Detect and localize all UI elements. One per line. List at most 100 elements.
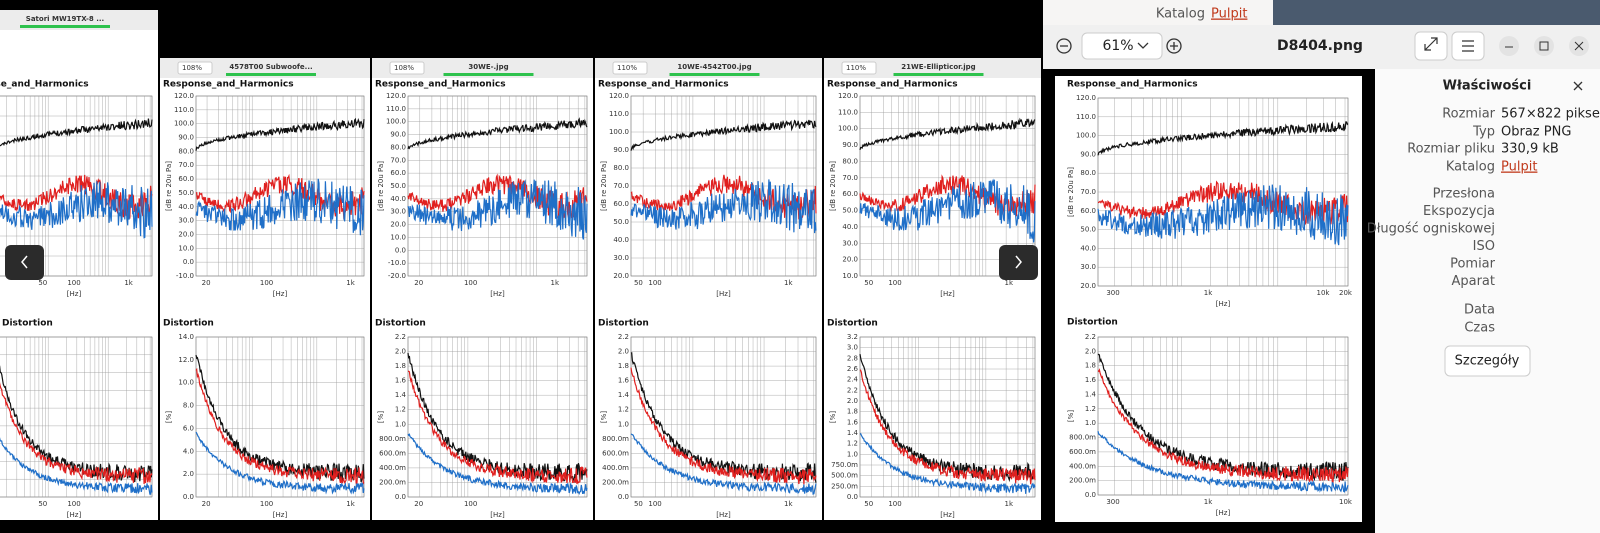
curve [630, 433, 817, 495]
toolbar [160, 58, 370, 78]
x-tick-label: 1k [1004, 500, 1013, 508]
curve [1097, 368, 1349, 484]
y-tick-label: 2.0 [183, 470, 194, 478]
response-title: Response_and_Harmonics [827, 80, 958, 90]
window-title: 30WE-.jpg [468, 63, 508, 71]
y-tick-label: 100.0 [386, 118, 406, 126]
y-tick-label: 110.0 [1076, 113, 1096, 121]
y-tick-label: 100.0 [609, 128, 629, 136]
x-unit: [Hz] [273, 511, 288, 519]
viewer-title: D8404.png [1277, 38, 1363, 54]
zoom-in[interactable] [1166, 38, 1182, 54]
curve [1097, 120, 1349, 156]
x-tick-label: 100 [464, 279, 477, 287]
zoom-level: 108% [182, 64, 202, 72]
y-tick-label: 400.0m [602, 464, 629, 472]
y-tick-label: 60.0 [390, 169, 406, 177]
property-value: 567×822 piksele [1501, 107, 1600, 122]
x-tick-label: 1k [1004, 279, 1013, 287]
active-indicator [20, 25, 110, 28]
prev-button[interactable] [5, 245, 44, 280]
curve [630, 352, 817, 483]
property-value: Obraz PNG [1501, 125, 1571, 140]
x-tick-label: 20 [202, 500, 211, 508]
maximize-icon [1539, 41, 1549, 51]
zoom-box[interactable] [1081, 32, 1163, 60]
property-label: Typ [1472, 125, 1495, 140]
x-tick-label: 100 [67, 279, 80, 287]
zoom-out[interactable] [1056, 38, 1072, 54]
x-tick-label: 50 [634, 279, 643, 287]
curve [0, 437, 153, 495]
response-title: Response_and_Harmonics [375, 80, 506, 90]
y-unit: [dB re 20u Pa] [600, 161, 608, 211]
fullscreen-button[interactable] [1414, 31, 1448, 61]
x-tick-label: 100 [888, 279, 901, 287]
y-tick-label: 30.0 [390, 208, 406, 216]
y-tick-label: 110.0 [174, 106, 194, 114]
next-button[interactable] [999, 245, 1038, 280]
menu-icon [1462, 40, 1474, 52]
y-tick-label: 120.0 [609, 92, 629, 100]
x-unit: [Hz] [273, 290, 288, 298]
y-tick-label: 110.0 [838, 108, 858, 116]
y-tick-label: 120.0 [1076, 94, 1096, 102]
y-tick-label: 100.0 [174, 120, 194, 128]
y-tick-label: 90.0 [178, 134, 194, 142]
y-tick-label: 4.0 [183, 447, 194, 455]
y-unit: [dB re 20u Pa] [829, 161, 837, 211]
y-tick-label: 2.0 [1085, 347, 1096, 355]
y-tick-label: 500.0m [831, 472, 858, 480]
window-title: 4578T00 Subwoofe... [229, 63, 312, 71]
x-tick-label: 1k [346, 279, 355, 287]
curve [0, 181, 153, 239]
y-tick-label: 0.0 [395, 246, 406, 254]
y-tick-label: 40.0 [178, 203, 194, 211]
window-title: 21WE-Ellipticor.jpg [901, 63, 975, 71]
y-tick-label: 400.0m [379, 464, 406, 472]
toolbar [372, 58, 593, 78]
y-tick-label: 20.0 [613, 272, 629, 280]
zoom-box[interactable] [612, 61, 648, 75]
thumbnail-window: 110% 21WE-Ellipticor.jpg Response_and_Harm… [824, 58, 1041, 520]
x-tick-label: 100 [260, 500, 273, 508]
details-button[interactable] [1444, 345, 1531, 377]
y-tick-label: 1.8 [618, 362, 629, 370]
bg-catalog-value[interactable]: Pulpit [1211, 7, 1247, 22]
zoom-box[interactable] [841, 61, 877, 75]
zoom-in-icon [1170, 42, 1178, 50]
property-value[interactable]: Pulpit [1501, 160, 1537, 175]
minimize-button[interactable] [1499, 36, 1519, 56]
curve [407, 370, 588, 485]
x-unit: [Hz] [940, 511, 955, 519]
y-tick-label: 80.0 [842, 157, 858, 165]
maximize-button[interactable] [1534, 36, 1554, 56]
zoom-dropdown[interactable] [1137, 42, 1149, 49]
y-tick-label: 80.0 [1080, 169, 1096, 177]
curve [859, 178, 1036, 243]
x-unit: [Hz] [716, 511, 731, 519]
y-tick-label: 100.0 [1076, 132, 1096, 140]
y-tick-label: 70.0 [842, 174, 858, 182]
zoom-box[interactable] [177, 61, 213, 75]
response-title: Response_and_Harmonics [0, 80, 89, 90]
x-tick-label: 10k [1339, 498, 1353, 506]
y-tick-label: 70.0 [390, 156, 406, 164]
y-tick-label: 70.0 [178, 161, 194, 169]
y-tick-label: -20.0 [388, 272, 406, 280]
x-unit: [Hz] [490, 290, 505, 298]
property-label: Rozmiar pliku [1407, 142, 1495, 157]
y-tick-label: 40.0 [390, 195, 406, 203]
y-tick-label: 14.0 [178, 333, 194, 341]
properties-close[interactable] [1573, 81, 1583, 91]
zoom-box[interactable] [389, 61, 425, 75]
x-tick-label: 1k [1204, 289, 1213, 297]
x-tick-label: 100 [888, 500, 901, 508]
y-tick-label: 20.0 [842, 256, 858, 264]
close-icon [1574, 41, 1584, 51]
x-tick-label: 1k [784, 500, 793, 508]
y-tick-label: 400.0m [1069, 462, 1096, 470]
next-icon [1015, 255, 1022, 269]
